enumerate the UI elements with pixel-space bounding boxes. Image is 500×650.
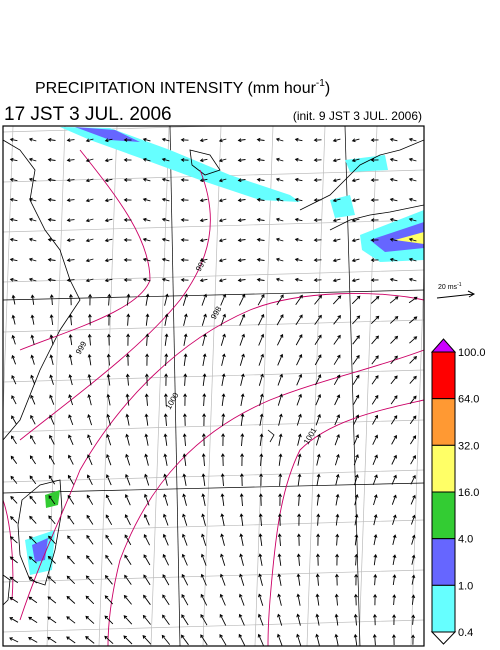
parallel (3, 219, 424, 233)
parallel (3, 519, 424, 533)
colorbar-segment (431, 351, 456, 400)
colorbar-segment (431, 538, 456, 586)
parallel (3, 269, 424, 283)
contour-label: 997 (194, 256, 209, 273)
parallel (3, 569, 424, 583)
title-exponent: -1 (316, 78, 325, 89)
meridian (150, 126, 170, 646)
contour-label: 1001 (302, 426, 319, 446)
colorbar-label: 4.0 (458, 534, 473, 546)
colorbar-segment (431, 491, 456, 540)
parallel (3, 419, 424, 433)
meridian (254, 126, 274, 646)
wind-scale-arrow (436, 290, 476, 299)
colorbar-label: 64.0 (458, 394, 479, 406)
valid-time: 17 JST 3 JUL. 2006 (4, 104, 172, 125)
colorbar-label: 32.0 (458, 440, 479, 452)
colorbar-segment (431, 398, 456, 446)
coastlines (3, 139, 424, 606)
precipitation (25, 127, 424, 575)
parallel (3, 619, 424, 633)
contour-labels: 997 998 999 1000 1001 (74, 256, 319, 446)
isobars (3, 149, 424, 646)
wind-scale-exponent: -1 (457, 282, 462, 288)
main-meridian (169, 126, 181, 646)
meridian (358, 126, 378, 646)
main-parallel (3, 482, 424, 494)
colorbar-triangle-top (430, 338, 457, 353)
contour-label: 999 (74, 339, 89, 356)
title-close: ) (325, 80, 330, 97)
map-frame (2, 125, 425, 647)
wind-vectors (9, 137, 418, 646)
meridian (98, 126, 118, 646)
colorbar-label: 100.0 (458, 347, 486, 359)
parallel (3, 469, 424, 483)
init-time: (init. 9 JST 3 JUL. 2006) (293, 109, 422, 123)
title-text: PRECIPITATION INTENSITY (mm hour (35, 80, 317, 97)
title: PRECIPITATION INTENSITY (mm hour-1) (35, 78, 330, 97)
meridian (410, 260, 424, 646)
contour-label: 1000 (164, 391, 181, 411)
colorbar-label: 1.0 (458, 580, 473, 592)
colorbar-label: 16.0 (458, 487, 479, 499)
main-parallel (3, 289, 424, 301)
parallel (3, 369, 424, 383)
colorbar-label: 0.4 (458, 627, 473, 639)
wind-scale-label: 20 ms-1 (438, 282, 462, 291)
colorbar-segment (431, 444, 456, 493)
colorbar-triangle-bottom (430, 631, 457, 645)
wind-scale-text: 20 ms (438, 284, 458, 291)
lat-lon-grid (3, 126, 424, 646)
map: 997 998 999 1000 1001 (3, 126, 424, 646)
meridian (3, 126, 14, 426)
contour-label: 998 (209, 304, 224, 321)
colorbar-segment (431, 584, 456, 633)
colorbar: 100.0 64.0 32.0 16.0 4.0 1.0 0.4 (430, 338, 486, 645)
parallel (3, 319, 424, 333)
meridian (306, 126, 326, 646)
meridian (202, 126, 222, 646)
